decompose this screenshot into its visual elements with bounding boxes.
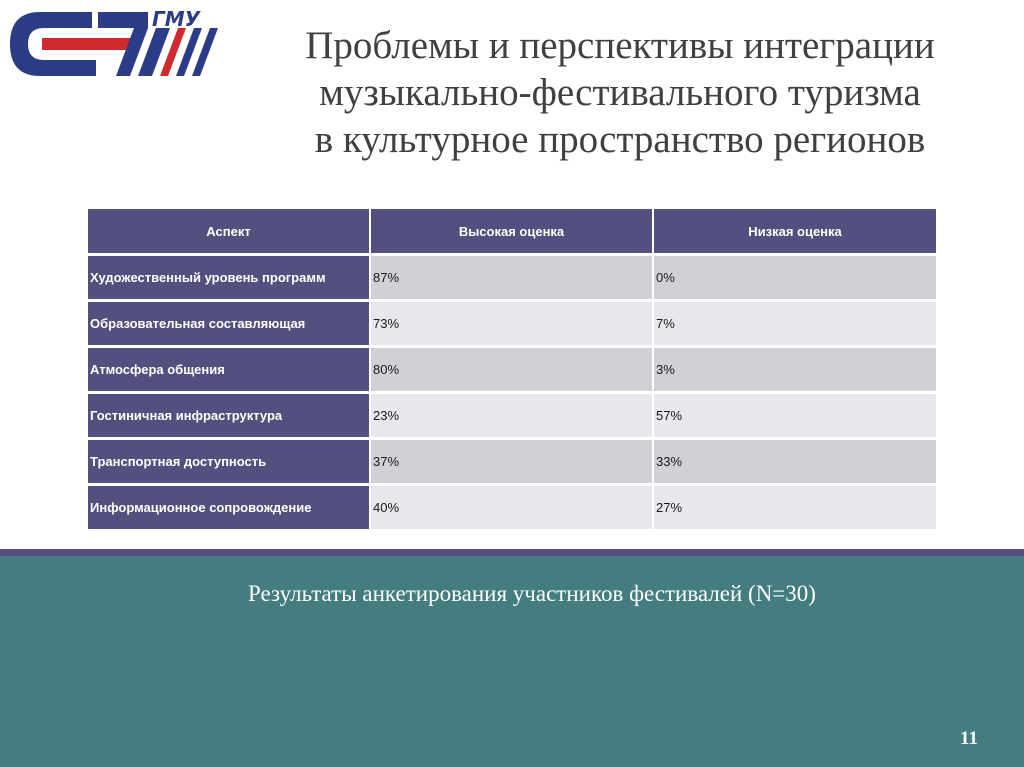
row-high-value: 40%	[370, 484, 654, 532]
row-low-value: 3%	[653, 346, 936, 394]
university-logo: ГМУ	[4, 4, 236, 84]
row-aspect: Информационное сопровождение	[88, 484, 371, 532]
footer-band: Результаты анкетирования участников фест…	[0, 549, 1024, 767]
table-row: Образовательная составляющая 73% 7%	[88, 300, 936, 348]
row-aspect: Гостиничная инфраструктура	[88, 392, 371, 440]
header-low-rating: Низкая оценка	[653, 209, 936, 256]
page-title: Проблемы и перспективы интеграции музыка…	[250, 22, 990, 163]
title-line-2: музыкально-фестивального туризма	[319, 71, 921, 114]
row-aspect: Художественный уровень программ	[88, 254, 371, 302]
title-line-3: в культурное пространство регионов	[314, 118, 926, 161]
row-high-value: 23%	[370, 392, 654, 440]
table-row: Художественный уровень программ 87% 0%	[88, 254, 936, 302]
title-line-1: Проблемы и перспективы интеграции	[305, 24, 935, 67]
header-aspect: Аспект	[88, 209, 371, 256]
row-high-value: 87%	[370, 254, 654, 302]
table-header-row: Аспект Высокая оценка Низкая оценка	[88, 209, 936, 256]
header-high-rating: Высокая оценка	[370, 209, 654, 256]
row-aspect: Образовательная составляющая	[88, 300, 371, 348]
table-row: Информационное сопровождение 40% 27%	[88, 484, 936, 532]
table-row: Гостиничная инфраструктура 23% 57%	[88, 392, 936, 440]
survey-table: Аспект Высокая оценка Низкая оценка Худо…	[88, 209, 936, 532]
logo-text: ГМУ	[152, 7, 202, 31]
row-aspect: Транспортная доступность	[88, 438, 371, 486]
row-low-value: 7%	[653, 300, 936, 348]
row-low-value: 27%	[653, 484, 936, 532]
row-low-value: 33%	[653, 438, 936, 486]
logo-icon: ГМУ	[10, 7, 218, 76]
row-low-value: 0%	[653, 254, 936, 302]
survey-caption: Результаты анкетирования участников фест…	[248, 581, 816, 606]
page-number: 11	[960, 728, 978, 749]
row-low-value: 57%	[653, 392, 936, 440]
row-high-value: 80%	[370, 346, 654, 394]
row-high-value: 73%	[370, 300, 654, 348]
table-row: Транспортная доступность 37% 33%	[88, 438, 936, 486]
row-aspect: Атмосфера общения	[88, 346, 371, 394]
table-row: Атмосфера общения 80% 3%	[88, 346, 936, 394]
row-high-value: 37%	[370, 438, 654, 486]
